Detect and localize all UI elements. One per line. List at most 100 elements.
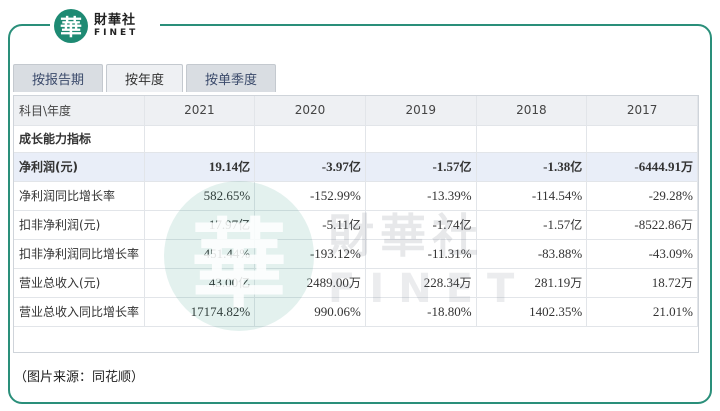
cell-value: 228.34: [423, 275, 460, 290]
cell-value: -114.54%: [531, 187, 583, 203]
table-cell: -18.80%: [365, 297, 477, 327]
cell-value: 1402.35%: [529, 303, 583, 319]
row-label: 扣非净利润(元): [14, 210, 145, 240]
table-row: 扣非净利润同比增长率 451.44% -193.12% -11.31% -83.88% -…: [14, 239, 698, 269]
table-row: 营业总收入(元) 43.00亿 2489.00万 228.34万 281.19万 18.7…: [14, 268, 698, 298]
cell-value: -3.97: [321, 159, 349, 174]
cell-value: -1.57: [432, 159, 460, 174]
cell-value: -1.74: [432, 217, 460, 232]
table-cell: -3.97亿: [254, 152, 366, 182]
cell-value: -5.11: [322, 217, 349, 232]
table-header-row: 科目\年度 2021 2020 2019 2018 2017: [14, 96, 698, 126]
table-cell: 990.06%: [254, 297, 366, 327]
cell-unit: 万: [680, 276, 693, 290]
cell-unit: 亿: [348, 218, 361, 232]
table-cell: 43.00亿: [144, 268, 256, 298]
cell-value: -13.39%: [427, 187, 472, 203]
cell-unit: 万: [459, 276, 472, 290]
table-row: 净利润同比增长率 582.65% -152.99% -13.39% -114.54% -2…: [14, 181, 698, 211]
cell-value: 582.65%: [203, 187, 251, 203]
cell-unit: 亿: [570, 218, 583, 232]
tab-by-report-period[interactable]: 按报告期: [13, 64, 104, 92]
header-label: 科目\年度: [14, 96, 145, 126]
table-cell: 2489.00万: [254, 268, 366, 298]
table-cell: -43.09%: [586, 239, 698, 269]
cell-value: 17174.82%: [190, 303, 251, 319]
row-label: 净利润(元): [14, 152, 145, 182]
cell-value: 990.06%: [314, 303, 361, 319]
table-cell: -1.38亿: [476, 152, 588, 182]
table-cell: -11.31%: [365, 239, 477, 269]
cell-unit: 万: [680, 160, 693, 174]
cell-unit: 万: [348, 276, 361, 290]
cell-unit: 亿: [459, 160, 472, 174]
header-year: 2018: [476, 96, 588, 126]
row-label: 扣非净利润同比增长率: [14, 239, 145, 269]
table-cell: -13.39%: [365, 181, 477, 211]
table-cell: 281.19万: [476, 268, 588, 298]
table-cell: 1402.35%: [476, 297, 588, 327]
section-row: 成长能力指标: [14, 125, 698, 153]
cell-value: -18.80%: [427, 303, 472, 319]
table-cell: 19.14亿: [144, 152, 256, 182]
finet-logo: 華 財華社 FINET: [50, 6, 160, 46]
cell-value: -43.09%: [648, 245, 693, 261]
cell-unit: 亿: [570, 160, 583, 174]
cell-value: 2489.00: [306, 275, 349, 290]
cell-unit: 亿: [348, 160, 361, 174]
cell-value: -1.57: [543, 217, 571, 232]
table-cell: 582.65%: [144, 181, 256, 211]
tab-by-quarter[interactable]: 按单季度: [186, 64, 277, 92]
cell-unit: 亿: [459, 218, 472, 232]
logo-name-cn: 財華社: [94, 13, 137, 28]
table-cell: 451.44%: [144, 239, 256, 269]
row-label: 营业总收入(元): [14, 268, 145, 298]
header-year: 2019: [365, 96, 477, 126]
row-label: 营业总收入同比增长率: [14, 297, 145, 327]
cell-value: -1.38: [543, 159, 571, 174]
logo-name-en: FINET: [94, 28, 139, 38]
table-cell: -5.11亿: [254, 210, 366, 240]
cell-value: -11.31%: [427, 245, 472, 261]
period-tabs: 按报告期 按年度 按单季度: [13, 64, 277, 92]
table-cell: -83.88%: [476, 239, 588, 269]
cell-value: 18.72: [651, 275, 681, 290]
row-label: 净利润同比增长率: [14, 181, 145, 211]
table-cell: -193.12%: [254, 239, 366, 269]
cell-value: 43.00: [208, 275, 239, 290]
table-cell: -1.74亿: [365, 210, 477, 240]
cell-value: -193.12%: [309, 245, 361, 261]
cell-unit: 亿: [238, 276, 251, 290]
cell-value: 19.14: [208, 159, 239, 174]
table-cell: -114.54%: [476, 181, 588, 211]
cell-value: 281.19: [534, 275, 571, 290]
table-cell: -8522.86万: [586, 210, 698, 240]
cell-unit: 亿: [238, 218, 251, 232]
table-cell: -1.57亿: [476, 210, 588, 240]
table-cell: -1.57亿: [365, 152, 477, 182]
cell-value: 21.01%: [652, 303, 693, 319]
header-year: 2020: [254, 96, 366, 126]
cell-value: -152.99%: [309, 187, 361, 203]
financial-table-container: 科目\年度 2021 2020 2019 2018 2017 成长能力指标 净利…: [13, 95, 699, 353]
table-row: 扣非净利润(元) 17.97亿 -5.11亿 -1.74亿 -1.57亿 -8522.86…: [14, 210, 698, 240]
cell-value: 451.44%: [203, 245, 251, 261]
financial-table: 科目\年度 2021 2020 2019 2018 2017 成长能力指标 净利…: [14, 96, 698, 327]
cell-value: -6444.91: [634, 159, 681, 174]
cell-value: -8522.86: [634, 217, 681, 232]
cell-unit: 万: [680, 218, 693, 232]
table-cell: -6444.91万: [586, 152, 698, 182]
header-year: 2021: [144, 96, 256, 126]
table-cell: -29.28%: [586, 181, 698, 211]
cell-unit: 万: [570, 276, 583, 290]
logo-seal: 華: [54, 9, 88, 43]
cell-unit: 亿: [238, 160, 251, 174]
table-cell: 21.01%: [586, 297, 698, 327]
cell-value: -83.88%: [537, 245, 583, 261]
table-cell: 17.97亿: [144, 210, 256, 240]
tab-by-year[interactable]: 按年度: [106, 64, 184, 92]
content-frame: [8, 24, 712, 404]
table-cell: -152.99%: [254, 181, 366, 211]
cell-value: 17.97: [208, 217, 239, 232]
source-note: （图片来源：同花顺）: [14, 370, 145, 385]
